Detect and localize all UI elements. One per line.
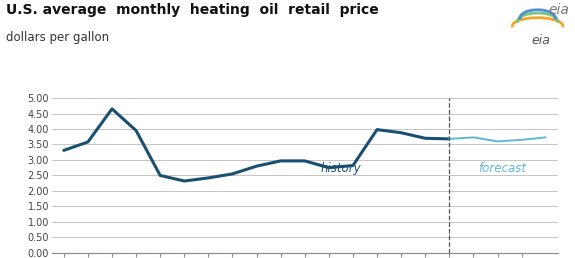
Text: U.S. average  monthly  heating  oil  retail  price: U.S. average monthly heating oil retail …	[6, 3, 378, 17]
Text: dollars per gallon: dollars per gallon	[6, 31, 109, 44]
Text: eia: eia	[549, 3, 569, 17]
Text: eia: eia	[531, 34, 550, 47]
Text: forecast: forecast	[478, 162, 526, 175]
Text: history: history	[321, 162, 361, 175]
